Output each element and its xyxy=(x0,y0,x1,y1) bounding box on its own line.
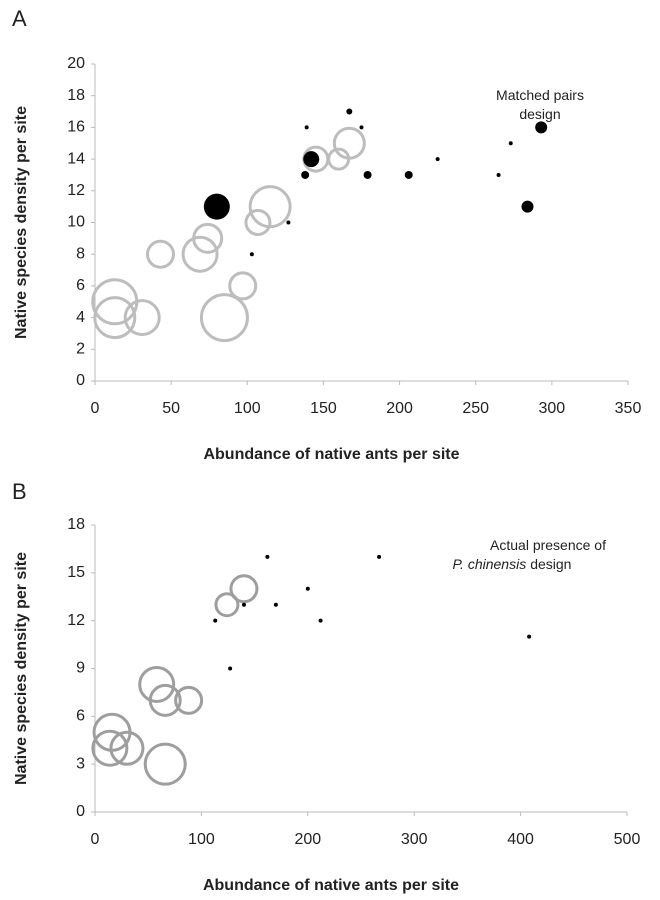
y-tick-label: 2 xyxy=(76,341,85,358)
bubble xyxy=(496,172,501,177)
panel-label: A xyxy=(12,6,27,31)
bubble xyxy=(304,125,309,130)
x-tick-label: 100 xyxy=(188,831,215,848)
bubble xyxy=(241,602,246,607)
y-tick-label: 18 xyxy=(67,87,85,104)
bubble xyxy=(318,618,323,623)
bubble xyxy=(143,742,187,786)
annotation-line: design xyxy=(519,106,560,122)
bubble xyxy=(273,602,278,607)
panel-label: B xyxy=(12,479,27,504)
y-tick-label: 9 xyxy=(76,660,85,677)
x-tick-label: 200 xyxy=(386,400,413,417)
annotation: Actual presence of P. chinensis design xyxy=(453,537,607,572)
x-axis-title: Abundance of native ants per site xyxy=(203,446,459,463)
bubble xyxy=(228,666,233,671)
y-tick-label: 0 xyxy=(76,372,85,389)
annotation-line: Matched pairs xyxy=(496,87,584,103)
bubble xyxy=(508,141,513,146)
y-tick-label: 0 xyxy=(76,803,85,820)
annotation-italic: P. chinensis xyxy=(453,556,527,572)
y-axis-title: Native species density per site xyxy=(13,552,30,785)
annotation-line: Actual presence of xyxy=(490,537,606,553)
x-tick-label: 350 xyxy=(615,400,642,417)
annotation-tail: design xyxy=(530,556,571,572)
bubble xyxy=(199,293,249,343)
bubble xyxy=(148,683,182,717)
bubble xyxy=(521,200,534,213)
annotation: Matched pairs design xyxy=(496,87,584,122)
bubble xyxy=(213,618,218,623)
x-tick-label: 50 xyxy=(162,400,180,417)
bubble xyxy=(404,170,413,179)
bubble xyxy=(145,239,175,269)
bubble xyxy=(286,220,291,225)
bubble xyxy=(346,108,353,115)
bubble xyxy=(138,665,176,703)
x-tick-label: 300 xyxy=(539,400,566,417)
bubble xyxy=(109,730,145,766)
y-tick-label: 16 xyxy=(67,119,85,136)
bubble xyxy=(535,121,548,134)
bubble xyxy=(174,685,204,715)
x-tick-label: 200 xyxy=(294,831,321,848)
x-tick-label: 300 xyxy=(401,831,428,848)
bubble xyxy=(435,157,440,162)
x-tick-label: 0 xyxy=(91,831,100,848)
bubble xyxy=(91,729,129,767)
bubble xyxy=(332,126,366,160)
bubble xyxy=(377,554,382,559)
bubble xyxy=(123,299,161,337)
x-tick-label: 250 xyxy=(462,400,489,417)
bubble xyxy=(214,592,240,618)
bubble xyxy=(93,296,137,340)
y-tick-label: 3 xyxy=(76,755,85,772)
bubble xyxy=(203,193,230,220)
bubble xyxy=(265,554,270,559)
y-tick-label: 15 xyxy=(67,564,85,581)
bubble xyxy=(244,209,272,236)
x-tick-label: 0 xyxy=(91,400,100,417)
bubble xyxy=(359,125,364,130)
y-tick-label: 18 xyxy=(67,516,85,533)
y-tick-label: 8 xyxy=(76,245,85,262)
bubble xyxy=(305,586,310,591)
x-tick-label: 400 xyxy=(507,831,534,848)
y-tick-label: 14 xyxy=(67,150,85,167)
y-tick-label: 10 xyxy=(67,214,85,231)
x-tick-label: 100 xyxy=(234,400,261,417)
bubble xyxy=(527,634,532,639)
bubble xyxy=(229,574,259,604)
bubble xyxy=(301,170,310,179)
y-tick-label: 6 xyxy=(76,277,85,294)
y-tick-label: 4 xyxy=(76,309,85,326)
x-axis-title: Abundance of native ants per site xyxy=(203,877,459,894)
x-tick-label: 150 xyxy=(310,400,337,417)
bubble xyxy=(181,235,219,273)
y-tick-label: 20 xyxy=(67,55,85,72)
x-tick-label: 500 xyxy=(614,831,641,848)
bubble xyxy=(363,170,372,179)
bubble xyxy=(248,185,292,229)
y-tick-label: 6 xyxy=(76,708,85,725)
bubble xyxy=(91,278,139,326)
bubble xyxy=(249,252,254,257)
y-tick-label: 12 xyxy=(67,182,85,199)
bubble xyxy=(228,271,258,301)
y-tick-label: 12 xyxy=(67,612,85,629)
y-axis-title: Native species density per site xyxy=(13,106,30,339)
bubble xyxy=(303,151,320,168)
